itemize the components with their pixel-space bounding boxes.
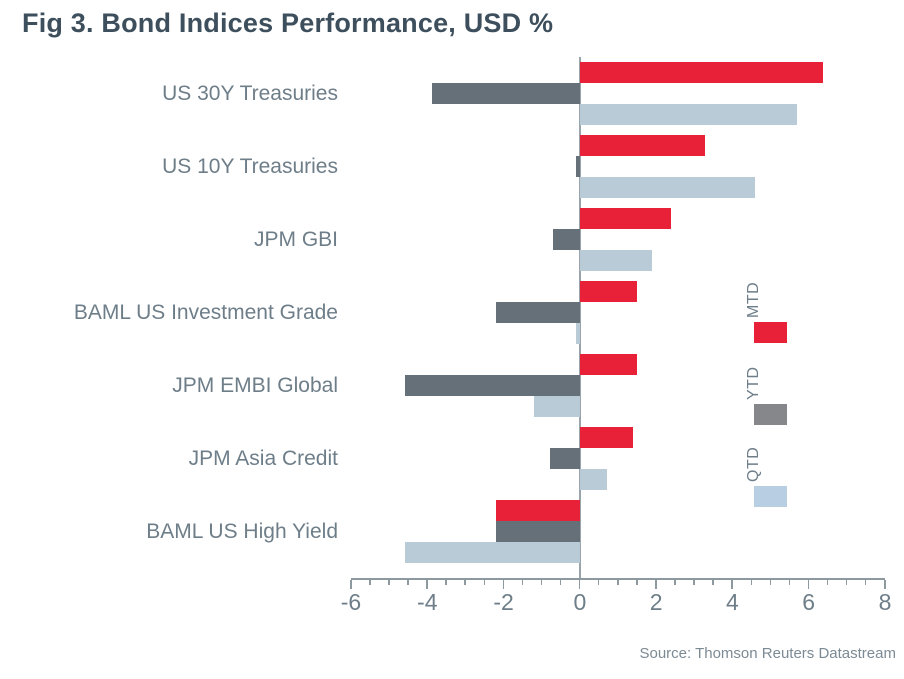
- bar-ytd-6: [496, 521, 580, 542]
- bar-track-0: [352, 62, 884, 125]
- axis-tick-minor: [369, 580, 371, 585]
- category-row-3: BAML US Investment Grade: [0, 276, 884, 349]
- bar-qtd-5: [580, 469, 607, 490]
- category-label-4: JPM EMBI Global: [172, 373, 338, 397]
- axis-tick-minor: [597, 580, 600, 585]
- category-label-3: BAML US Investment Grade: [73, 300, 338, 324]
- axis-tick-major: [655, 580, 657, 589]
- bar-mtd-6: [496, 500, 580, 521]
- axis-tick-minor: [388, 580, 390, 585]
- axis-tick-minor: [559, 580, 562, 585]
- category-row-2: JPM GBI: [0, 203, 884, 276]
- bar-ytd-5: [549, 448, 580, 469]
- axis-tick-minor: [636, 580, 638, 585]
- bar-track-3: [352, 281, 884, 344]
- legend-swatch-ytd: [754, 404, 787, 425]
- legend-label-mtd: MTD: [745, 281, 762, 318]
- category-row-0: US 30Y Treasuries: [0, 57, 884, 130]
- category-label-6: BAML US High Yield: [146, 519, 338, 543]
- source-note: Source: Thomson Reuters Datastream: [639, 645, 896, 662]
- category-label-2: JPM GBI: [253, 227, 338, 251]
- axis-tick-minor: [750, 580, 752, 585]
- bar-mtd-4: [580, 354, 637, 375]
- axis-tick-minor: [445, 580, 447, 585]
- bar-qtd-0: [580, 104, 797, 125]
- axis-tick-label-6: 6: [802, 589, 816, 615]
- x-axis: -6 -4 -2 0 2 4 6 8: [341, 578, 891, 620]
- bar-track-2: [352, 208, 884, 271]
- legend-item-mtd: MTD: [744, 276, 790, 343]
- category-row-6: BAML US High Yield: [0, 495, 884, 568]
- bar-mtd-1: [580, 135, 706, 156]
- page-title: Fig 3. Bond Indices Performance, USD %: [22, 8, 554, 38]
- bar-track-6: [352, 500, 884, 563]
- axis-tick-label-1: -4: [417, 589, 438, 615]
- axis-tick-minor: [674, 580, 676, 585]
- bar-ytd-3: [496, 302, 580, 323]
- chart-rows: US 30Y Treasuries US 10Y Treasuries JPM GB…: [0, 57, 884, 568]
- legend-label-qtd: QTD: [745, 446, 762, 482]
- axis-tick-label-2: -2: [493, 589, 514, 615]
- axis-tick-major: [807, 580, 810, 589]
- bar-qtd-3: [576, 323, 580, 344]
- axis-tick-minor: [845, 580, 848, 585]
- category-row-4: JPM EMBI Global: [0, 349, 884, 422]
- axis-tick-major: [578, 580, 581, 589]
- bar-ytd-4: [405, 375, 580, 396]
- axis-tick-major: [884, 580, 886, 589]
- bar-track-1: [352, 135, 884, 198]
- axis-tick-minor: [769, 580, 772, 585]
- axis-tick-minor: [788, 580, 791, 585]
- axis-tick-minor: [407, 580, 409, 585]
- axis-tick-minor: [864, 580, 867, 585]
- bar-track-4: [352, 354, 884, 417]
- bar-qtd-6: [405, 542, 580, 563]
- category-label-0: US 30Y Treasuries: [162, 81, 338, 105]
- axis-tick-label-0: -6: [340, 589, 362, 615]
- bar-track-5: [352, 427, 884, 490]
- axis-tick-minor: [483, 580, 485, 585]
- category-row-5: JPM Asia Credit: [0, 422, 884, 495]
- bar-mtd-5: [580, 427, 634, 448]
- bar-ytd-2: [553, 229, 580, 250]
- category-row-1: US 10Y Treasuries: [0, 130, 884, 203]
- axis-tick-minor: [464, 580, 466, 585]
- axis-tick-minor: [693, 580, 695, 585]
- bar-mtd-0: [580, 62, 824, 83]
- axis-tick-label-7: 8: [878, 589, 892, 615]
- legend-item-ytd: YTD: [744, 358, 790, 425]
- axis-tick-major: [502, 580, 505, 589]
- axis-tick-minor: [540, 580, 543, 585]
- legend-label-ytd: YTD: [745, 366, 762, 401]
- bar-qtd-4: [534, 396, 580, 417]
- bar-ytd-0: [431, 83, 580, 104]
- axis-tick-major: [731, 580, 733, 589]
- axis-tick-minor: [712, 580, 714, 585]
- category-label-5: JPM Asia Credit: [188, 446, 338, 470]
- bar-qtd-1: [580, 177, 755, 198]
- axis-tick-minor: [521, 580, 524, 585]
- zero-gridline: [579, 57, 581, 580]
- legend-swatch-mtd: [754, 322, 787, 343]
- axis-tick-minor: [826, 580, 829, 585]
- axis-tick-label-5: 4: [726, 589, 739, 615]
- axis-tick-major: [350, 580, 352, 589]
- bar-qtd-2: [580, 250, 653, 271]
- legend-item-qtd: QTD: [744, 440, 790, 507]
- axis-tick-major: [426, 580, 428, 589]
- legend-swatch-qtd: [754, 486, 787, 507]
- axis-tick-minor: [617, 580, 619, 585]
- axis-tick-label-3: 0: [573, 589, 587, 615]
- bar-ytd-1: [576, 156, 580, 177]
- category-label-1: US 10Y Treasuries: [162, 154, 338, 178]
- bar-mtd-3: [580, 281, 637, 302]
- bar-mtd-2: [580, 208, 672, 229]
- axis-tick-label-4: 2: [649, 589, 663, 615]
